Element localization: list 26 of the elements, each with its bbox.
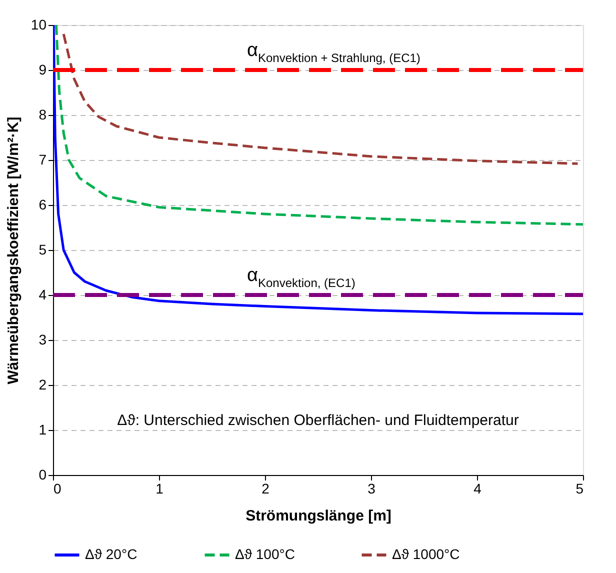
x-tick-label: 2: [262, 480, 270, 496]
x-tick-label: 4: [474, 480, 482, 496]
y-tick-label: 8: [38, 106, 47, 122]
x-axis-title: Strömungslänge [m]: [246, 508, 392, 524]
y-tick-label: 10: [30, 16, 47, 32]
y-tick-label: 7: [38, 152, 47, 168]
line-series: [53, 25, 583, 316]
x-tick-label: 0: [54, 480, 62, 496]
y-tick-label: 1: [38, 422, 47, 438]
x-tick-label: 3: [368, 480, 376, 496]
y-tick-label: 6: [38, 196, 47, 212]
y-tick-label: 2: [38, 376, 47, 392]
y-axis-title: Wärmeübergangskoeffizient [W/m²·K]: [4, 116, 22, 384]
y-tick-label: 4: [38, 286, 47, 302]
x-tick-label: 5: [576, 480, 584, 496]
annotation: Δϑ: Unterschied zwischen Oberflächen- und Fluidtemperatur: [117, 412, 519, 429]
line-series: [62, 32, 579, 165]
legend-label: Δϑ 20°C: [85, 546, 138, 562]
y-tick-label: 9: [38, 62, 47, 78]
y-tick-label: 3: [38, 332, 47, 348]
line-series: [54, 25, 583, 226]
legend-label: Δϑ 100°C: [235, 546, 295, 562]
y-tick-label: 5: [38, 242, 47, 258]
y-tick-label: 0: [38, 466, 47, 482]
x-tick-label: 1: [156, 480, 164, 496]
legend-label: Δϑ 1000°C: [392, 546, 460, 562]
